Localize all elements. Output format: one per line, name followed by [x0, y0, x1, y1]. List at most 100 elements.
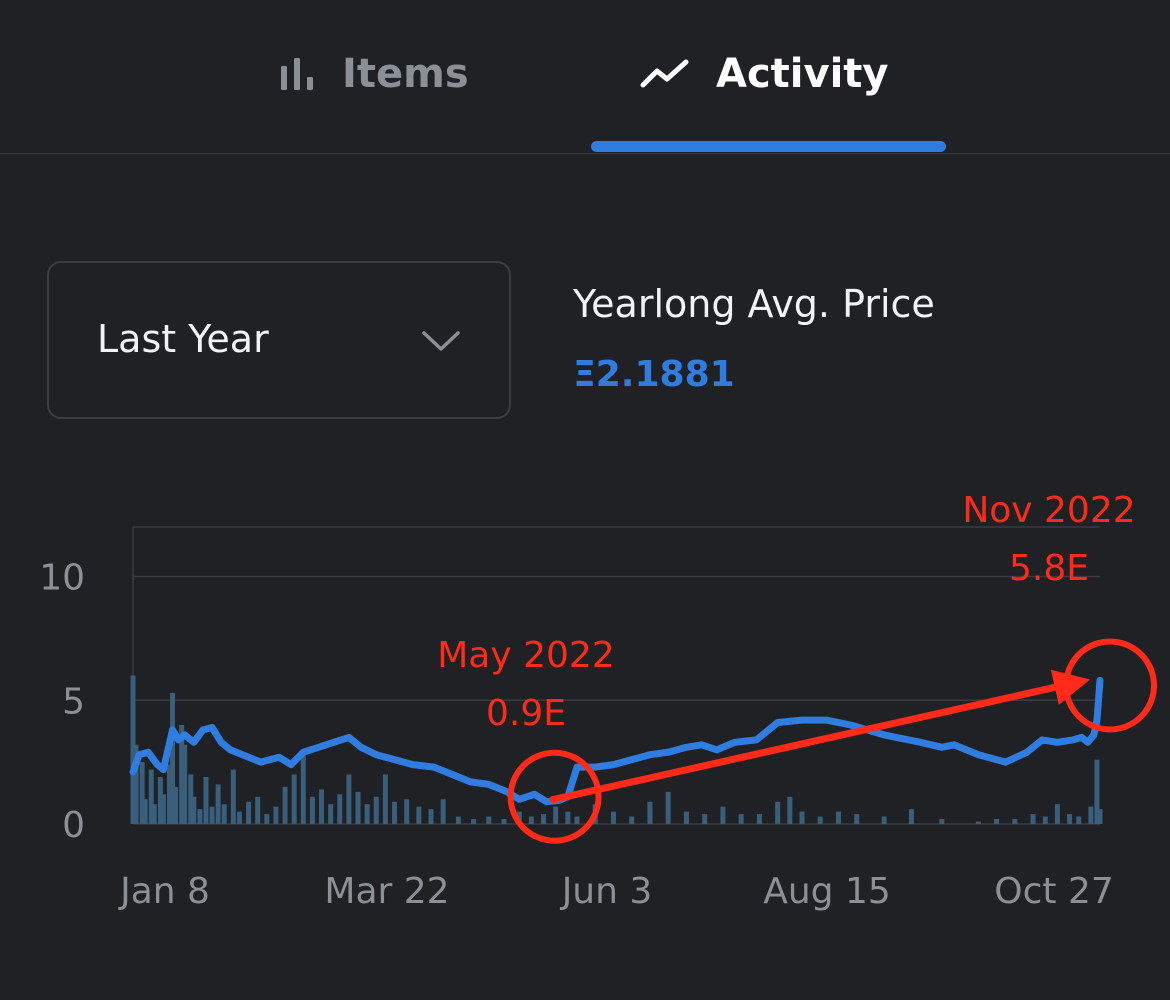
- chevron-down-icon: [421, 329, 461, 357]
- volume-bar: [392, 801, 398, 824]
- annotation-circle: [507, 749, 602, 844]
- volume-bar: [1030, 814, 1036, 824]
- volume-bar: [373, 796, 379, 824]
- volume-bar: [610, 811, 616, 824]
- annotation-arrowhead: [1050, 669, 1090, 705]
- annotation-label: May 2022: [437, 635, 615, 676]
- price-activity-chart: 0 5 10 Jan 8 Mar 22 Jun 3 Aug 15 Oct 27 May 2022…: [39, 490, 1157, 912]
- y-tick-label: 0: [62, 805, 85, 846]
- volume-bar: [455, 816, 461, 824]
- volume-bar: [346, 774, 352, 824]
- trend-line-icon: [640, 57, 690, 91]
- tab-activity[interactable]: Activity: [640, 44, 888, 104]
- volume-bar: [1012, 819, 1018, 824]
- volume-bar: [337, 794, 343, 824]
- volume-bar: [273, 806, 279, 824]
- tab-items[interactable]: Items: [278, 44, 469, 104]
- volume-bar: [130, 675, 136, 824]
- active-tab-indicator: [591, 141, 946, 152]
- average-price-value: Ξ2.1881: [573, 354, 735, 395]
- volume-bar: [182, 744, 188, 824]
- volume-bar: [683, 811, 689, 824]
- bar-chart-icon: [278, 57, 316, 91]
- volume-bar: [817, 816, 823, 824]
- volume-bar: [246, 801, 252, 824]
- annotation-value-label: 5.8E: [1009, 548, 1089, 589]
- volume-bar: [1076, 816, 1082, 824]
- volume-bar: [528, 816, 534, 824]
- volume-bar: [1054, 804, 1060, 824]
- volume-bar: [702, 814, 708, 824]
- volume-bar: [647, 801, 653, 824]
- volume-bar: [209, 806, 215, 824]
- volume-bar: [264, 814, 270, 824]
- volume-bar: [756, 814, 762, 824]
- volume-bar: [665, 791, 671, 824]
- volume-bar: [440, 799, 446, 824]
- x-tick-label: Aug 15: [763, 871, 891, 912]
- y-tick-label: 10: [39, 558, 85, 599]
- annotation-value-label: 0.9E: [486, 693, 566, 734]
- volume-bar: [854, 814, 860, 824]
- volume-bar: [939, 819, 945, 824]
- x-tick-label: Mar 22: [324, 871, 449, 912]
- volume-bar: [738, 814, 744, 824]
- volume-bar: [1067, 814, 1073, 824]
- volume-bar: [179, 725, 185, 824]
- volume-bar: [160, 794, 166, 824]
- volume-bar: [328, 804, 334, 824]
- volume-bar: [364, 804, 370, 824]
- y-tick-label: 5: [62, 681, 85, 722]
- volume-bar: [148, 769, 154, 824]
- volume-bar: [139, 762, 145, 824]
- volume-bar: [1094, 759, 1100, 824]
- volume-bar: [319, 789, 325, 824]
- volume-bar: [908, 809, 914, 824]
- volume-bar: [188, 774, 194, 824]
- x-tick-label: Jan 8: [118, 871, 210, 912]
- volume-bar: [787, 796, 793, 824]
- volume-bar: [553, 806, 559, 824]
- volume-bar: [404, 799, 410, 824]
- x-tick-label: Oct 27: [994, 871, 1114, 912]
- volume-bar: [355, 791, 361, 824]
- tab-activity-label: Activity: [716, 51, 889, 97]
- volume-bar: [501, 819, 507, 824]
- volume-bar: [1097, 809, 1103, 824]
- volume-bar: [799, 811, 805, 824]
- volume-bar: [215, 784, 221, 824]
- tab-items-label: Items: [342, 51, 469, 97]
- volume-bar: [170, 692, 176, 824]
- volume-bar: [382, 774, 388, 824]
- annotation-label: Nov 2022: [962, 490, 1135, 531]
- volume-bar: [1088, 806, 1094, 824]
- time-range-dropdown[interactable]: Last Year: [47, 261, 511, 419]
- volume-bar: [142, 799, 148, 824]
- volume-bar: [221, 804, 227, 824]
- volume-bar: [574, 816, 580, 824]
- volume-bar: [309, 796, 315, 824]
- volume-bar: [282, 786, 288, 824]
- volume-bar: [191, 796, 197, 824]
- volume-bar: [881, 816, 887, 824]
- volume-bar: [720, 806, 726, 824]
- volume-bar: [173, 786, 179, 824]
- volume-bar: [133, 744, 139, 824]
- volume-bar: [428, 809, 434, 824]
- x-tick-label: Jun 3: [560, 871, 653, 912]
- volume-bar: [236, 811, 242, 824]
- volume-bar: [835, 811, 841, 824]
- volume-bar: [255, 796, 261, 824]
- average-price-title: Yearlong Avg. Price: [573, 282, 935, 326]
- volume-bar: [629, 816, 635, 824]
- volume-bar: [151, 804, 157, 824]
- volume-bar: [300, 749, 306, 824]
- volume-bar: [471, 819, 477, 824]
- volume-bar: [1042, 816, 1048, 824]
- time-range-value: Last Year: [97, 317, 269, 361]
- volume-bar: [230, 769, 236, 824]
- volume-bar: [416, 806, 422, 824]
- tab-bar: Items Activity: [0, 0, 1170, 154]
- volume-bar: [203, 776, 209, 824]
- volume-bar: [166, 764, 172, 824]
